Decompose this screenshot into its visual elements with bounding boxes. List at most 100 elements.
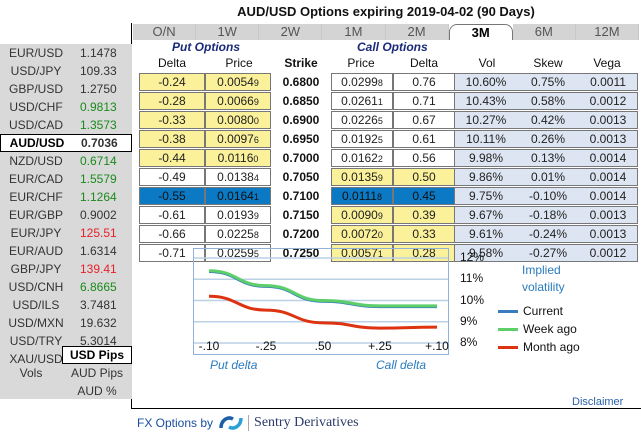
vega-cell: 0.0013 xyxy=(589,132,627,146)
put-price-cell[interactable]: 0.01384 xyxy=(205,168,271,186)
pair-row-usdcad[interactable]: USD/CAD 1.3573 xyxy=(0,116,132,134)
put-delta-cell[interactable]: -0.28 xyxy=(139,92,205,110)
vega-cell: 0.0014 xyxy=(589,151,627,165)
put-price-cell[interactable]: 0.01641 xyxy=(205,187,271,205)
cell-value: 0.0054 xyxy=(217,75,254,89)
pair-row-usdjpy[interactable]: USD/JPY 109.33 xyxy=(0,62,132,80)
call-delta-cell[interactable]: 0.56 xyxy=(393,149,455,167)
vol-block: 9.58% -0.27% 0.0012 xyxy=(455,244,638,262)
pair-row-usdmxn[interactable]: USD/MXN 19.632 xyxy=(0,314,132,332)
call-price-cell[interactable]: 0.00909 xyxy=(331,206,393,224)
unit-option-aud[interactable]: AUD % xyxy=(77,384,117,398)
call-delta-cell[interactable]: 0.39 xyxy=(393,206,455,224)
call-price-cell[interactable]: 0.00720 xyxy=(331,225,393,243)
put-delta-cell[interactable]: -0.61 xyxy=(139,206,205,224)
call-delta-cell[interactable]: 0.71 xyxy=(393,92,455,110)
call-delta-cell[interactable]: 0.33 xyxy=(393,225,455,243)
disclaimer-link[interactable]: Disclaimer xyxy=(572,396,624,408)
cell-pip: 0 xyxy=(253,116,259,126)
pair-row-eurjpy[interactable]: EUR/JPY 125.51 xyxy=(0,224,132,242)
call-delta-cell[interactable]: 0.61 xyxy=(393,130,455,148)
tab-6m[interactable]: 6M xyxy=(512,24,576,40)
cell-value: 0.0097 xyxy=(217,132,254,146)
pair-row-usdils[interactable]: USD/ILS 3.7481 xyxy=(0,296,132,314)
put-delta-cell[interactable]: -0.49 xyxy=(139,168,205,186)
unit-option-usdpips[interactable]: USD Pips xyxy=(62,346,132,364)
vega-cell: 0.0011 xyxy=(590,75,626,89)
pair-row-audusd[interactable]: AUD/USD 0.7036 xyxy=(0,134,132,152)
put-delta-cell[interactable]: -0.66 xyxy=(139,225,205,243)
skew-cell: -0.10% xyxy=(528,189,568,203)
tab-2w[interactable]: 2W xyxy=(259,24,323,40)
cell-pip: 1 xyxy=(253,192,259,202)
put-price-cell[interactable]: 0.00976 xyxy=(205,130,271,148)
put-price-cell[interactable]: 0.00669 xyxy=(205,92,271,110)
put-delta-cell[interactable]: -0.44 xyxy=(139,149,205,167)
pair-row-usdcnh[interactable]: USD/CNH 6.8665 xyxy=(0,278,132,296)
cell-value: 0.0162 xyxy=(341,151,378,165)
pair-row-gbpusd[interactable]: GBP/USD 1.2750 xyxy=(0,80,132,98)
tab-2m[interactable]: 2M xyxy=(385,24,449,40)
pair-row-nzdusd[interactable]: NZD/USD 0.6714 xyxy=(0,152,132,170)
put-price-cell[interactable]: 0.00800 xyxy=(205,111,271,129)
tab-on[interactable]: O/N xyxy=(133,24,197,40)
cell-pip: 8 xyxy=(376,192,382,202)
unit-option-audpips[interactable]: AUD Pips xyxy=(70,366,123,380)
cell-value: 0.0193 xyxy=(217,208,254,222)
call-delta-cell[interactable]: 0.45 xyxy=(393,187,455,205)
put-price-cell[interactable]: 0.01160 xyxy=(205,149,271,167)
pair-row-gbpjpy[interactable]: GBP/JPY 139.41 xyxy=(0,260,132,278)
put-price-cell[interactable]: 0.02258 xyxy=(205,225,271,243)
put-delta-cell[interactable]: -0.33 xyxy=(139,111,205,129)
call-price-cell[interactable]: 0.02265 xyxy=(331,111,393,129)
put-delta-cell[interactable]: -0.71 xyxy=(139,244,205,262)
tab-3m[interactable]: 3M xyxy=(448,24,513,40)
put-delta-cell[interactable]: -0.55 xyxy=(139,187,205,205)
cell-value: -0.61 xyxy=(158,208,186,222)
pair-name: USD/TRY xyxy=(9,334,63,348)
pair-row-eurgbp[interactable]: EUR/GBP 0.9002 xyxy=(0,206,132,224)
put-delta-cell[interactable]: -0.38 xyxy=(139,130,205,148)
call-price-cell[interactable]: 0.02611 xyxy=(331,92,393,110)
pair-rate: 1.6314 xyxy=(80,244,117,258)
call-price-cell[interactable]: 0.01359 xyxy=(331,168,393,186)
tab-12m[interactable]: 12M xyxy=(575,24,639,40)
pair-row-euraud[interactable]: EUR/AUD 1.6314 xyxy=(0,242,132,260)
vega-cell: 0.0014 xyxy=(589,170,627,184)
call-price-cell[interactable]: 0.01622 xyxy=(331,149,393,167)
cell-pip: 5 xyxy=(377,116,383,126)
pair-row-eurchf[interactable]: EUR/CHF 1.1264 xyxy=(0,188,132,206)
put-price-cell[interactable]: 0.01939 xyxy=(205,206,271,224)
call-price-cell[interactable]: 0.01925 xyxy=(331,130,393,148)
put-delta-cell[interactable]: -0.24 xyxy=(139,73,205,91)
skew-cell: 0.01% xyxy=(530,170,566,184)
pair-rate: 1.3573 xyxy=(80,118,117,132)
cell-value: 0.0066 xyxy=(217,94,254,108)
vega-cell: 0.0012 xyxy=(589,246,627,260)
call-delta-cell[interactable]: 0.76 xyxy=(393,73,455,91)
skew-cell: -0.24% xyxy=(528,227,568,241)
call-price-cell[interactable]: 0.02998 xyxy=(331,73,393,91)
vol-block: 9.98% 0.13% 0.0014 xyxy=(455,149,638,167)
strike-cell: 0.7000 xyxy=(282,151,320,165)
pair-row-eurusd[interactable]: EUR/USD 1.1478 xyxy=(0,44,132,62)
tab-1m[interactable]: 1M xyxy=(322,24,386,40)
pair-row-usdchf[interactable]: USD/CHF 0.9813 xyxy=(0,98,132,116)
call-price-cell[interactable]: 0.01118 xyxy=(331,187,393,205)
vega-cell: 0.0013 xyxy=(589,113,627,127)
pair-row-usdtry[interactable]: USD/TRY 5.3014 xyxy=(0,332,132,350)
call-delta-cell[interactable]: 0.50 xyxy=(393,168,455,186)
pair-row-eurcad[interactable]: EUR/CAD 1.5579 xyxy=(0,170,132,188)
cell-value: 0.71 xyxy=(412,94,436,108)
cell-value: 0.28 xyxy=(412,246,436,260)
legend-item-current: Current xyxy=(498,304,563,318)
call-delta-cell[interactable]: 0.67 xyxy=(393,111,455,129)
cell-pip: 1 xyxy=(377,97,383,107)
vega-cell: 0.0013 xyxy=(589,227,627,241)
cell-value: -0.24 xyxy=(158,75,186,89)
brand-separator xyxy=(248,415,250,431)
cell-pip: 9 xyxy=(253,97,259,107)
tab-1w[interactable]: 1W xyxy=(196,24,260,40)
cell-pip: 5 xyxy=(253,249,259,259)
put-price-cell[interactable]: 0.00549 xyxy=(205,73,271,91)
